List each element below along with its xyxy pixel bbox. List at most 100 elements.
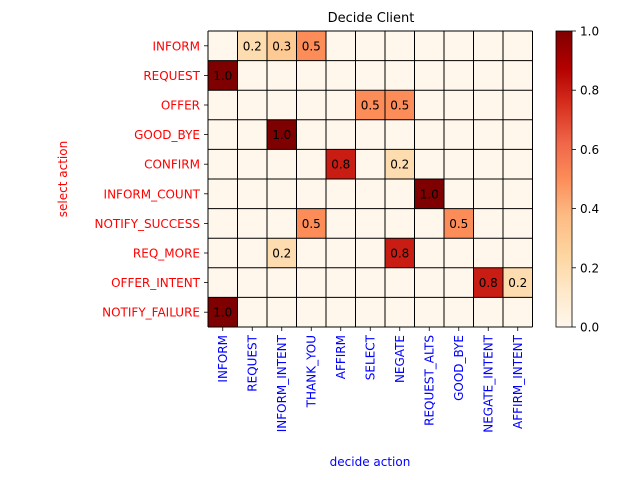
cell-OFFER-AFFIRM_INTENT [503, 90, 533, 120]
cell-REQUEST-INFORM_INTENT [267, 60, 297, 91]
cell-NOTIFY_SUCCESS-REQUEST_ALTS [414, 208, 444, 239]
cell-INFORM_COUNT-THANK_YOU [296, 179, 326, 209]
cell-value-label: 1.0 [272, 128, 291, 142]
cell-OFFER-SELECT [355, 90, 385, 120]
cell-CONFIRM-GOOD_BYE [444, 149, 474, 179]
cell-REQUEST-NEGATE [385, 60, 415, 91]
colorbar-tick-label: 0.4 [580, 202, 599, 216]
cell-value-label: 0.2 [272, 247, 291, 261]
cell-OFFER_INTENT-NEGATE_INTENT [473, 267, 503, 298]
cell-value-label: 0.5 [449, 217, 468, 231]
x-tick-label: NEGATE_INTENT [481, 334, 495, 432]
cell-GOOD_BYE-AFFIRM_INTENT [503, 119, 533, 150]
cell-OFFER-INFORM_INTENT [267, 90, 297, 120]
x-tick-label: NEGATE [393, 335, 407, 383]
cell-NOTIFY_FAILURE-INFORM_INTENT [267, 297, 297, 327]
cell-OFFER_INTENT-AFFIRM [326, 267, 356, 298]
cell-INFORM-NEGATE [385, 31, 415, 61]
colorbar [555, 30, 573, 328]
cell-OFFER_INTENT-REQUEST_ALTS [414, 267, 444, 298]
cell-OFFER-THANK_YOU [296, 90, 326, 120]
cell-INFORM_COUNT-REQUEST_ALTS [414, 179, 444, 209]
cell-REQ_MORE-AFFIRM_INTENT [503, 238, 533, 268]
cell-NOTIFY_SUCCESS-INFORM_INTENT [267, 208, 297, 239]
cell-CONFIRM-AFFIRM_INTENT [503, 149, 533, 179]
x-tick-label: REQUEST [245, 334, 259, 391]
cell-REQ_MORE-SELECT [355, 238, 385, 268]
x-axis-label: decide action [330, 455, 411, 469]
cell-REQ_MORE-NEGATE_INTENT [473, 238, 503, 268]
cell-value-label: 0.2 [243, 39, 262, 53]
cell-value-label: 0.8 [390, 247, 409, 261]
cell-OFFER-AFFIRM [326, 90, 356, 120]
cell-INFORM_COUNT-SELECT [355, 179, 385, 209]
cell-REQ_MORE-REQUEST [237, 238, 267, 268]
cell-OFFER-INFORM [208, 90, 238, 120]
cell-REQ_MORE-REQUEST_ALTS [414, 238, 444, 268]
cell-REQUEST-NEGATE_INTENT [473, 60, 503, 91]
cell-REQ_MORE-GOOD_BYE [444, 238, 474, 268]
y-tick-label: INFORM_COUNT [104, 187, 201, 201]
x-tick-label: INFORM [216, 335, 230, 383]
y-tick-label: OFFER [161, 99, 200, 113]
cell-INFORM-AFFIRM [326, 31, 356, 61]
cell-INFORM-SELECT [355, 31, 385, 61]
cell-GOOD_BYE-SELECT [355, 119, 385, 150]
cell-INFORM-NEGATE_INTENT [473, 31, 503, 61]
cell-INFORM-AFFIRM_INTENT [503, 31, 533, 61]
cell-NOTIFY_FAILURE-AFFIRM [326, 297, 356, 327]
cell-OFFER_INTENT-AFFIRM_INTENT [503, 267, 533, 298]
cell-REQUEST-THANK_YOU [296, 60, 326, 91]
cell-INFORM_COUNT-NEGATE [385, 179, 415, 209]
colorbar-tick-label: 1.0 [580, 25, 599, 39]
cell-NOTIFY_FAILURE-NEGATE_INTENT [473, 297, 503, 327]
cell-OFFER_INTENT-GOOD_BYE [444, 267, 474, 298]
cell-NOTIFY_SUCCESS-INFORM [208, 208, 238, 239]
cell-OFFER-GOOD_BYE [444, 90, 474, 120]
cell-OFFER_INTENT-INFORM_INTENT [267, 267, 297, 298]
cell-GOOD_BYE-REQUEST_ALTS [414, 119, 444, 150]
cell-OFFER_INTENT-REQUEST [237, 267, 267, 298]
cell-OFFER-REQUEST_ALTS [414, 90, 444, 120]
x-tick-label: AFFIRM_INTENT [511, 334, 525, 429]
y-tick-label: NOTIFY_FAILURE [102, 306, 200, 320]
cell-CONFIRM-NEGATE [385, 149, 415, 179]
cell-REQ_MORE-NEGATE [385, 238, 415, 268]
cell-INFORM-REQUEST [237, 31, 267, 61]
cell-NOTIFY_FAILURE-SELECT [355, 297, 385, 327]
x-tick-label: AFFIRM [334, 335, 348, 379]
y-tick-label: CONFIRM [144, 158, 200, 172]
cell-GOOD_BYE-NEGATE [385, 119, 415, 150]
cell-CONFIRM-REQUEST [237, 149, 267, 179]
cell-value-label: 0.8 [331, 158, 350, 172]
x-tick-label: THANK_YOU [304, 335, 318, 408]
cell-NOTIFY_SUCCESS-AFFIRM [326, 208, 356, 239]
cell-INFORM-INFORM [208, 31, 238, 61]
cell-CONFIRM-REQUEST_ALTS [414, 149, 444, 179]
cell-REQUEST-INFORM [208, 60, 238, 91]
colorbar-tick-label: 0.6 [580, 143, 599, 157]
cell-INFORM-THANK_YOU [296, 31, 326, 61]
cell-INFORM_COUNT-GOOD_BYE [444, 179, 474, 209]
cell-GOOD_BYE-INFORM_INTENT [267, 119, 297, 150]
heatmap-cells [208, 31, 533, 327]
cell-value-label: 0.2 [508, 276, 527, 290]
cell-NOTIFY_SUCCESS-THANK_YOU [296, 208, 326, 239]
cell-REQ_MORE-INFORM [208, 238, 238, 268]
cell-INFORM_COUNT-INFORM_INTENT [267, 179, 297, 209]
cell-INFORM-REQUEST_ALTS [414, 31, 444, 61]
cell-REQUEST-AFFIRM_INTENT [503, 60, 533, 91]
cell-value-label: 0.5 [390, 99, 409, 113]
x-tick-label: INFORM_INTENT [275, 334, 289, 432]
cell-INFORM_COUNT-INFORM [208, 179, 238, 209]
cell-REQUEST-GOOD_BYE [444, 60, 474, 91]
cell-INFORM_COUNT-REQUEST [237, 179, 267, 209]
cell-NOTIFY_FAILURE-THANK_YOU [296, 297, 326, 327]
cell-GOOD_BYE-REQUEST [237, 119, 267, 150]
cell-REQ_MORE-INFORM_INTENT [267, 238, 297, 268]
cell-CONFIRM-NEGATE_INTENT [473, 149, 503, 179]
cell-INFORM_COUNT-AFFIRM [326, 179, 356, 209]
y-tick-label: REQ_MORE [133, 247, 200, 261]
cell-CONFIRM-INFORM [208, 149, 238, 179]
